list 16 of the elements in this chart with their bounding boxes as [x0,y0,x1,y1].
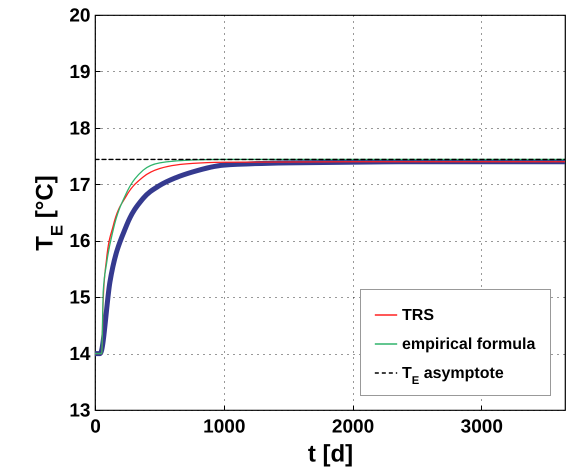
legend-label: empirical formula [402,336,536,353]
x-tick-label: 0 [90,416,101,438]
y-tick-label: 18 [69,118,90,140]
y-tick-label: 14 [69,344,91,366]
x-axis-title: t [d] [308,440,354,468]
y-tick-label: 13 [69,400,90,422]
x-tick-label: 3000 [460,416,503,438]
y-tick-label: 19 [69,62,90,83]
y-tick-label: 16 [69,231,90,252]
x-tick-label: 1000 [203,416,246,438]
y-tick-label: 20 [69,6,90,26]
legend-label: TRS [402,307,434,324]
y-tick-label: 17 [69,174,90,196]
x-tick-label: 2000 [332,416,374,438]
y-tick-label: 15 [69,288,91,309]
legend-label: T$_{E}$ asymptote [402,365,504,387]
